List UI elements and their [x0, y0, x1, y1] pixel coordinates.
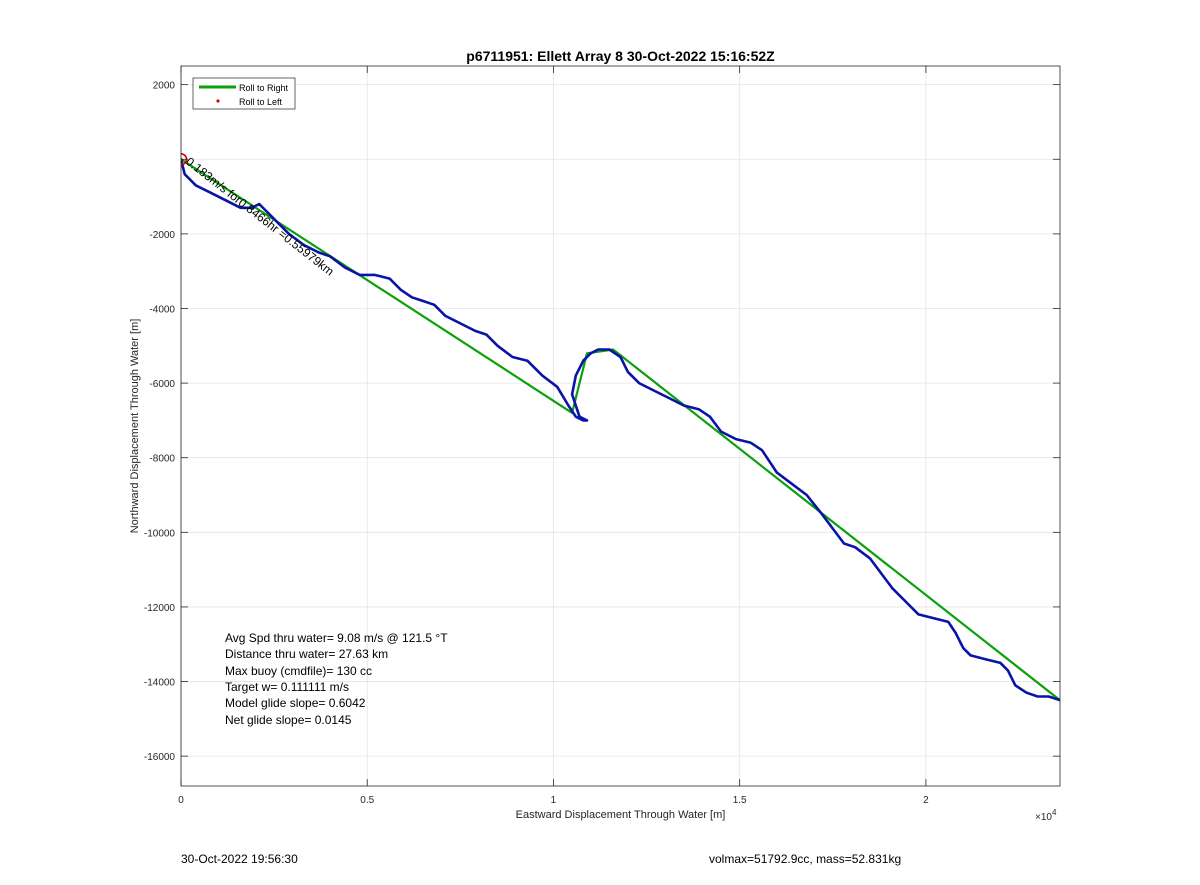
- stats-line-6: Net glide slope= 0.0145: [225, 713, 352, 727]
- stats-line-5: Model glide slope= 0.6042: [225, 696, 366, 710]
- y-tick-label: 2000: [153, 81, 176, 92]
- legend-box: [192, 77, 296, 110]
- legend-label-roll-left: Roll to Left: [239, 97, 283, 107]
- y-tick-label: -8000: [149, 454, 175, 465]
- y-tick-label: -10000: [144, 528, 176, 539]
- y-tick-label: -6000: [149, 379, 175, 390]
- x-exponent-power: 4: [1052, 808, 1057, 817]
- chart-title: p6711951: Ellett Array 8 30-Oct-2022 15:…: [466, 48, 775, 64]
- stats-line-2: Distance thru water= 27.63 km: [225, 647, 388, 661]
- stats-text-block: Avg Spd thru water= 9.08 m/s @ 121.5 °T …: [225, 631, 448, 727]
- y-tick-label: -4000: [149, 304, 175, 315]
- plot-area: [181, 66, 1060, 786]
- y-tick-label: -2000: [149, 230, 175, 241]
- y-tick-label: -14000: [144, 678, 176, 689]
- stats-line-4: Target w= 0.111111 m/s: [225, 680, 349, 694]
- stats-line-3: Max buoy (cmdfile)= 130 cc: [225, 664, 372, 678]
- x-exponent: ×104: [1035, 808, 1057, 823]
- series-track-line: [181, 158, 1060, 702]
- start-marker-secondary: [181, 158, 182, 161]
- footer-timestamp: 30-Oct-2022 19:56:30: [181, 852, 298, 866]
- legend-dot-roll-left: [216, 99, 220, 103]
- footer-mass-info: volmax=51792.9cc, mass=52.831kg: [709, 852, 902, 866]
- axis-ticks: 0 0.5 1 1.5 2 2000 -2000 -4000 -6000 -8000 -10000 -…: [144, 66, 1060, 806]
- plot-frame: [180, 65, 1061, 787]
- x-tick-label: 1.5: [733, 795, 747, 806]
- x-tick-label: 1: [551, 795, 557, 806]
- x-tick-label: 0.5: [360, 795, 374, 806]
- series-roll-to-right-line: [181, 158, 1060, 702]
- y-tick-label: -12000: [144, 603, 176, 614]
- x-exponent-base: ×10: [1035, 812, 1052, 823]
- y-tick-label: -16000: [144, 752, 176, 763]
- stats-line-1: Avg Spd thru water= 9.08 m/s @ 121.5 °T: [225, 631, 448, 645]
- x-tick-label: 0: [178, 795, 184, 806]
- legend: Roll to Right Roll to Left: [192, 77, 296, 110]
- x-axis-label: Eastward Displacement Through Water [m]: [516, 809, 726, 821]
- grid-lines: [180, 66, 1060, 786]
- y-axis-label: Northward Displacement Through Water [m]: [129, 319, 141, 534]
- legend-label-roll-right: Roll to Right: [239, 83, 289, 93]
- x-tick-label: 2: [923, 795, 929, 806]
